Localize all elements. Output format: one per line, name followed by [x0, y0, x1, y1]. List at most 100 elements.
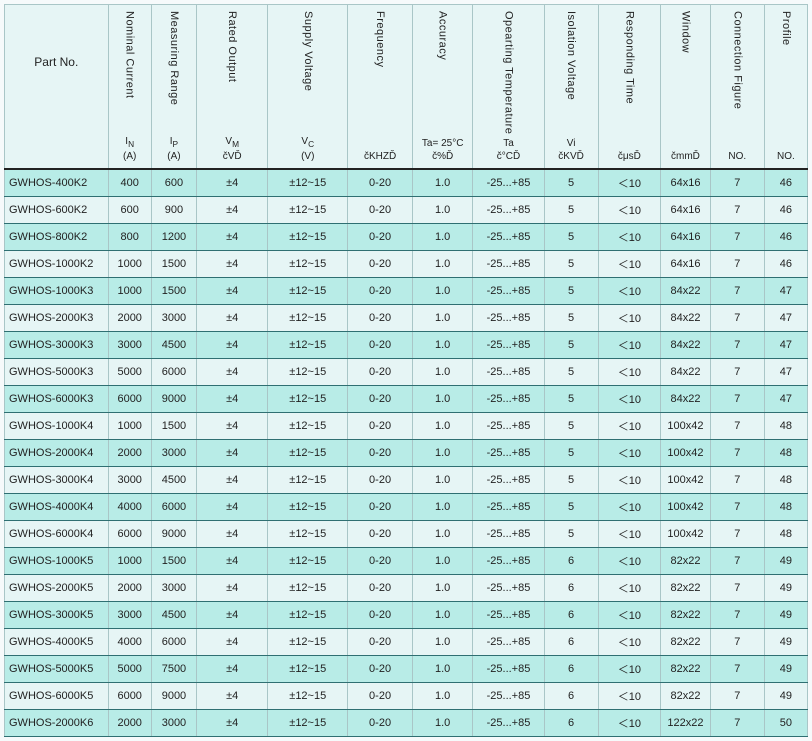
cell: ＜10: [598, 358, 661, 385]
cell: ±4: [197, 493, 268, 520]
cell: -25...+85: [473, 439, 544, 466]
cell: ＜10: [598, 520, 661, 547]
cell: ±12~15: [268, 466, 348, 493]
header-top: Frequency: [374, 11, 386, 67]
cell: 0-20: [348, 250, 413, 277]
spec-table: Part No. Nominal CurrentIN(A)Measuring R…: [4, 4, 808, 737]
cell: 49: [764, 547, 807, 574]
cell: 0-20: [348, 277, 413, 304]
cell: 7: [710, 223, 764, 250]
cell: GWHOS-1000K5: [5, 547, 109, 574]
cell: 3000: [151, 709, 196, 736]
cell: 0-20: [348, 520, 413, 547]
cell: 1.0: [412, 520, 472, 547]
table-row: GWHOS-2000K420003000±4±12~150-201.0-25..…: [5, 439, 808, 466]
cell: 7: [710, 196, 764, 223]
header-cell-8: Isolation VoltageVičKVĎ: [544, 5, 598, 170]
table-row: GWHOS-6000K460009000±4±12~150-201.0-25..…: [5, 520, 808, 547]
cell: ＜10: [598, 277, 661, 304]
cell: -25...+85: [473, 682, 544, 709]
cell: 5: [544, 277, 598, 304]
header-mid: Ta= 25°C: [422, 138, 464, 149]
table-row: GWHOS-3000K330004500±4±12~150-201.0-25..…: [5, 331, 808, 358]
cell: 1.0: [412, 304, 472, 331]
cell: 4000: [108, 493, 151, 520]
cell: 1200: [151, 223, 196, 250]
cell: 5: [544, 439, 598, 466]
cell: 84x22: [661, 358, 711, 385]
cell: 3000: [151, 439, 196, 466]
cell: -25...+85: [473, 628, 544, 655]
cell: ±12~15: [268, 628, 348, 655]
header-cell-12: ProfileNO.: [764, 5, 807, 170]
cell: GWHOS-1000K4: [5, 412, 109, 439]
cell: 5: [544, 520, 598, 547]
cell: 400: [108, 169, 151, 196]
header-top: Isolation Voltage: [565, 11, 577, 100]
cell: -25...+85: [473, 709, 544, 736]
cell: ±4: [197, 250, 268, 277]
cell: 1.0: [412, 574, 472, 601]
cell: 7500: [151, 655, 196, 682]
table-header: Part No. Nominal CurrentIN(A)Measuring R…: [5, 5, 808, 170]
cell: 600: [108, 196, 151, 223]
header-cell-10: WindowčmmĎ: [661, 5, 711, 170]
table-row: GWHOS-5000K350006000±4±12~150-201.0-25..…: [5, 358, 808, 385]
cell: 7: [710, 682, 764, 709]
cell: 1.0: [412, 709, 472, 736]
cell: ±4: [197, 304, 268, 331]
cell: 82x22: [661, 574, 711, 601]
cell: 6000: [151, 628, 196, 655]
header-top: Connection Figure: [731, 11, 743, 109]
cell: ＜10: [598, 628, 661, 655]
table-row: GWHOS-3000K530004500±4±12~150-201.0-25..…: [5, 601, 808, 628]
cell: 7: [710, 574, 764, 601]
cell: 0-20: [348, 601, 413, 628]
cell: 4500: [151, 331, 196, 358]
cell: GWHOS-6000K4: [5, 520, 109, 547]
cell: ±12~15: [268, 277, 348, 304]
cell: 900: [151, 196, 196, 223]
cell: GWHOS-3000K4: [5, 466, 109, 493]
cell: ±12~15: [268, 601, 348, 628]
cell: 1000: [108, 277, 151, 304]
cell: ±4: [197, 331, 268, 358]
cell: 64x16: [661, 223, 711, 250]
cell: 0-20: [348, 655, 413, 682]
cell: GWHOS-400K2: [5, 169, 109, 196]
table-row: GWHOS-5000K550007500±4±12~150-201.0-25..…: [5, 655, 808, 682]
cell: ＜10: [598, 709, 661, 736]
cell: GWHOS-4000K4: [5, 493, 109, 520]
cell: -25...+85: [473, 304, 544, 331]
cell: 1.0: [412, 466, 472, 493]
cell: 82x22: [661, 682, 711, 709]
cell: 600: [151, 169, 196, 196]
cell: 7: [710, 655, 764, 682]
cell: ±4: [197, 358, 268, 385]
cell: 64x16: [661, 196, 711, 223]
cell: 5: [544, 493, 598, 520]
header-cell-0: Part No.: [5, 5, 109, 170]
cell: 1.0: [412, 250, 472, 277]
cell: 46: [764, 250, 807, 277]
cell: -25...+85: [473, 358, 544, 385]
cell: ＜10: [598, 331, 661, 358]
cell: 82x22: [661, 601, 711, 628]
cell: ＜10: [598, 385, 661, 412]
cell: ＜10: [598, 196, 661, 223]
cell: GWHOS-3000K3: [5, 331, 109, 358]
cell: 7: [710, 331, 764, 358]
cell: 48: [764, 466, 807, 493]
cell: GWHOS-1000K2: [5, 250, 109, 277]
header-cell-7: Opearting TemperatureTač°CĎ: [473, 5, 544, 170]
cell: ＜10: [598, 304, 661, 331]
header-sub: č%Ď: [422, 151, 464, 162]
header-top: Window: [679, 11, 691, 53]
cell: 3000: [108, 601, 151, 628]
cell: -25...+85: [473, 385, 544, 412]
cell: 7: [710, 439, 764, 466]
header-sub: (A): [167, 151, 180, 162]
cell: ＜10: [598, 601, 661, 628]
cell: 49: [764, 655, 807, 682]
cell: ±4: [197, 655, 268, 682]
